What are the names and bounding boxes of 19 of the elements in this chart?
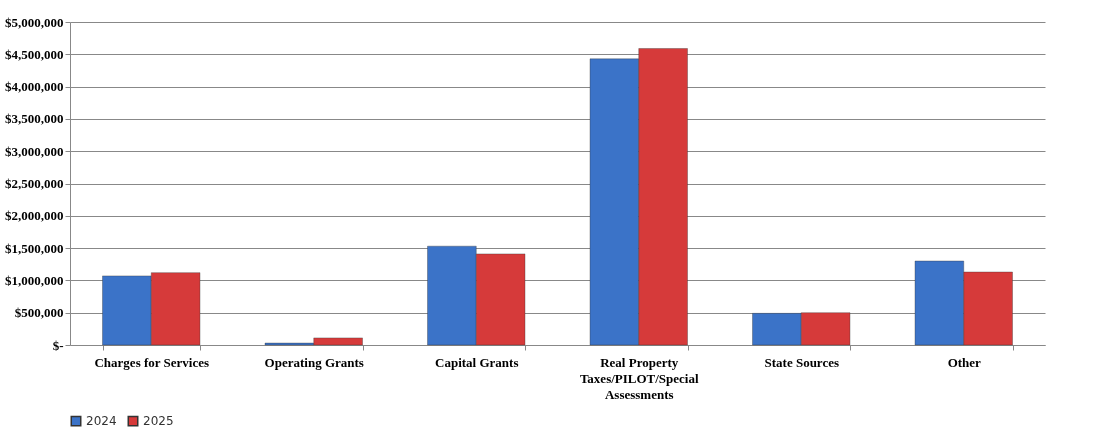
y-tick-label: $3,500,000 — [5, 111, 64, 127]
y-tick-label: $4,000,000 — [5, 79, 64, 95]
y-tick-label: $5,000,000 — [5, 14, 64, 30]
y-tick-label: $500,000 — [14, 305, 64, 321]
y-tick-label: $1,500,000 — [5, 240, 64, 256]
x-tick-label: State Sources — [764, 354, 840, 370]
y-tick-label: $2,500,000 — [5, 176, 64, 191]
y-tick-label: $1,000,000 — [5, 272, 64, 288]
x-tick-label: Operating Grants — [264, 354, 364, 370]
x-tick-label: Charges for Services — [94, 354, 210, 370]
y-tick-label: $4,500,000 — [5, 46, 64, 62]
y-tick-label: $- — [52, 337, 64, 353]
x-tick-label: Other — [947, 354, 982, 370]
legend-label: 2024 — [86, 414, 117, 429]
y-tick-label: $2,000,000 — [5, 208, 64, 224]
legend-label: 2025 — [143, 414, 174, 429]
x-tick-label: Capital Grants — [435, 354, 519, 370]
x-tick-label: Real Property Taxes/PILOT/Special Assessments — [579, 354, 699, 402]
y-tick-label: $3,000,000 — [5, 143, 64, 159]
